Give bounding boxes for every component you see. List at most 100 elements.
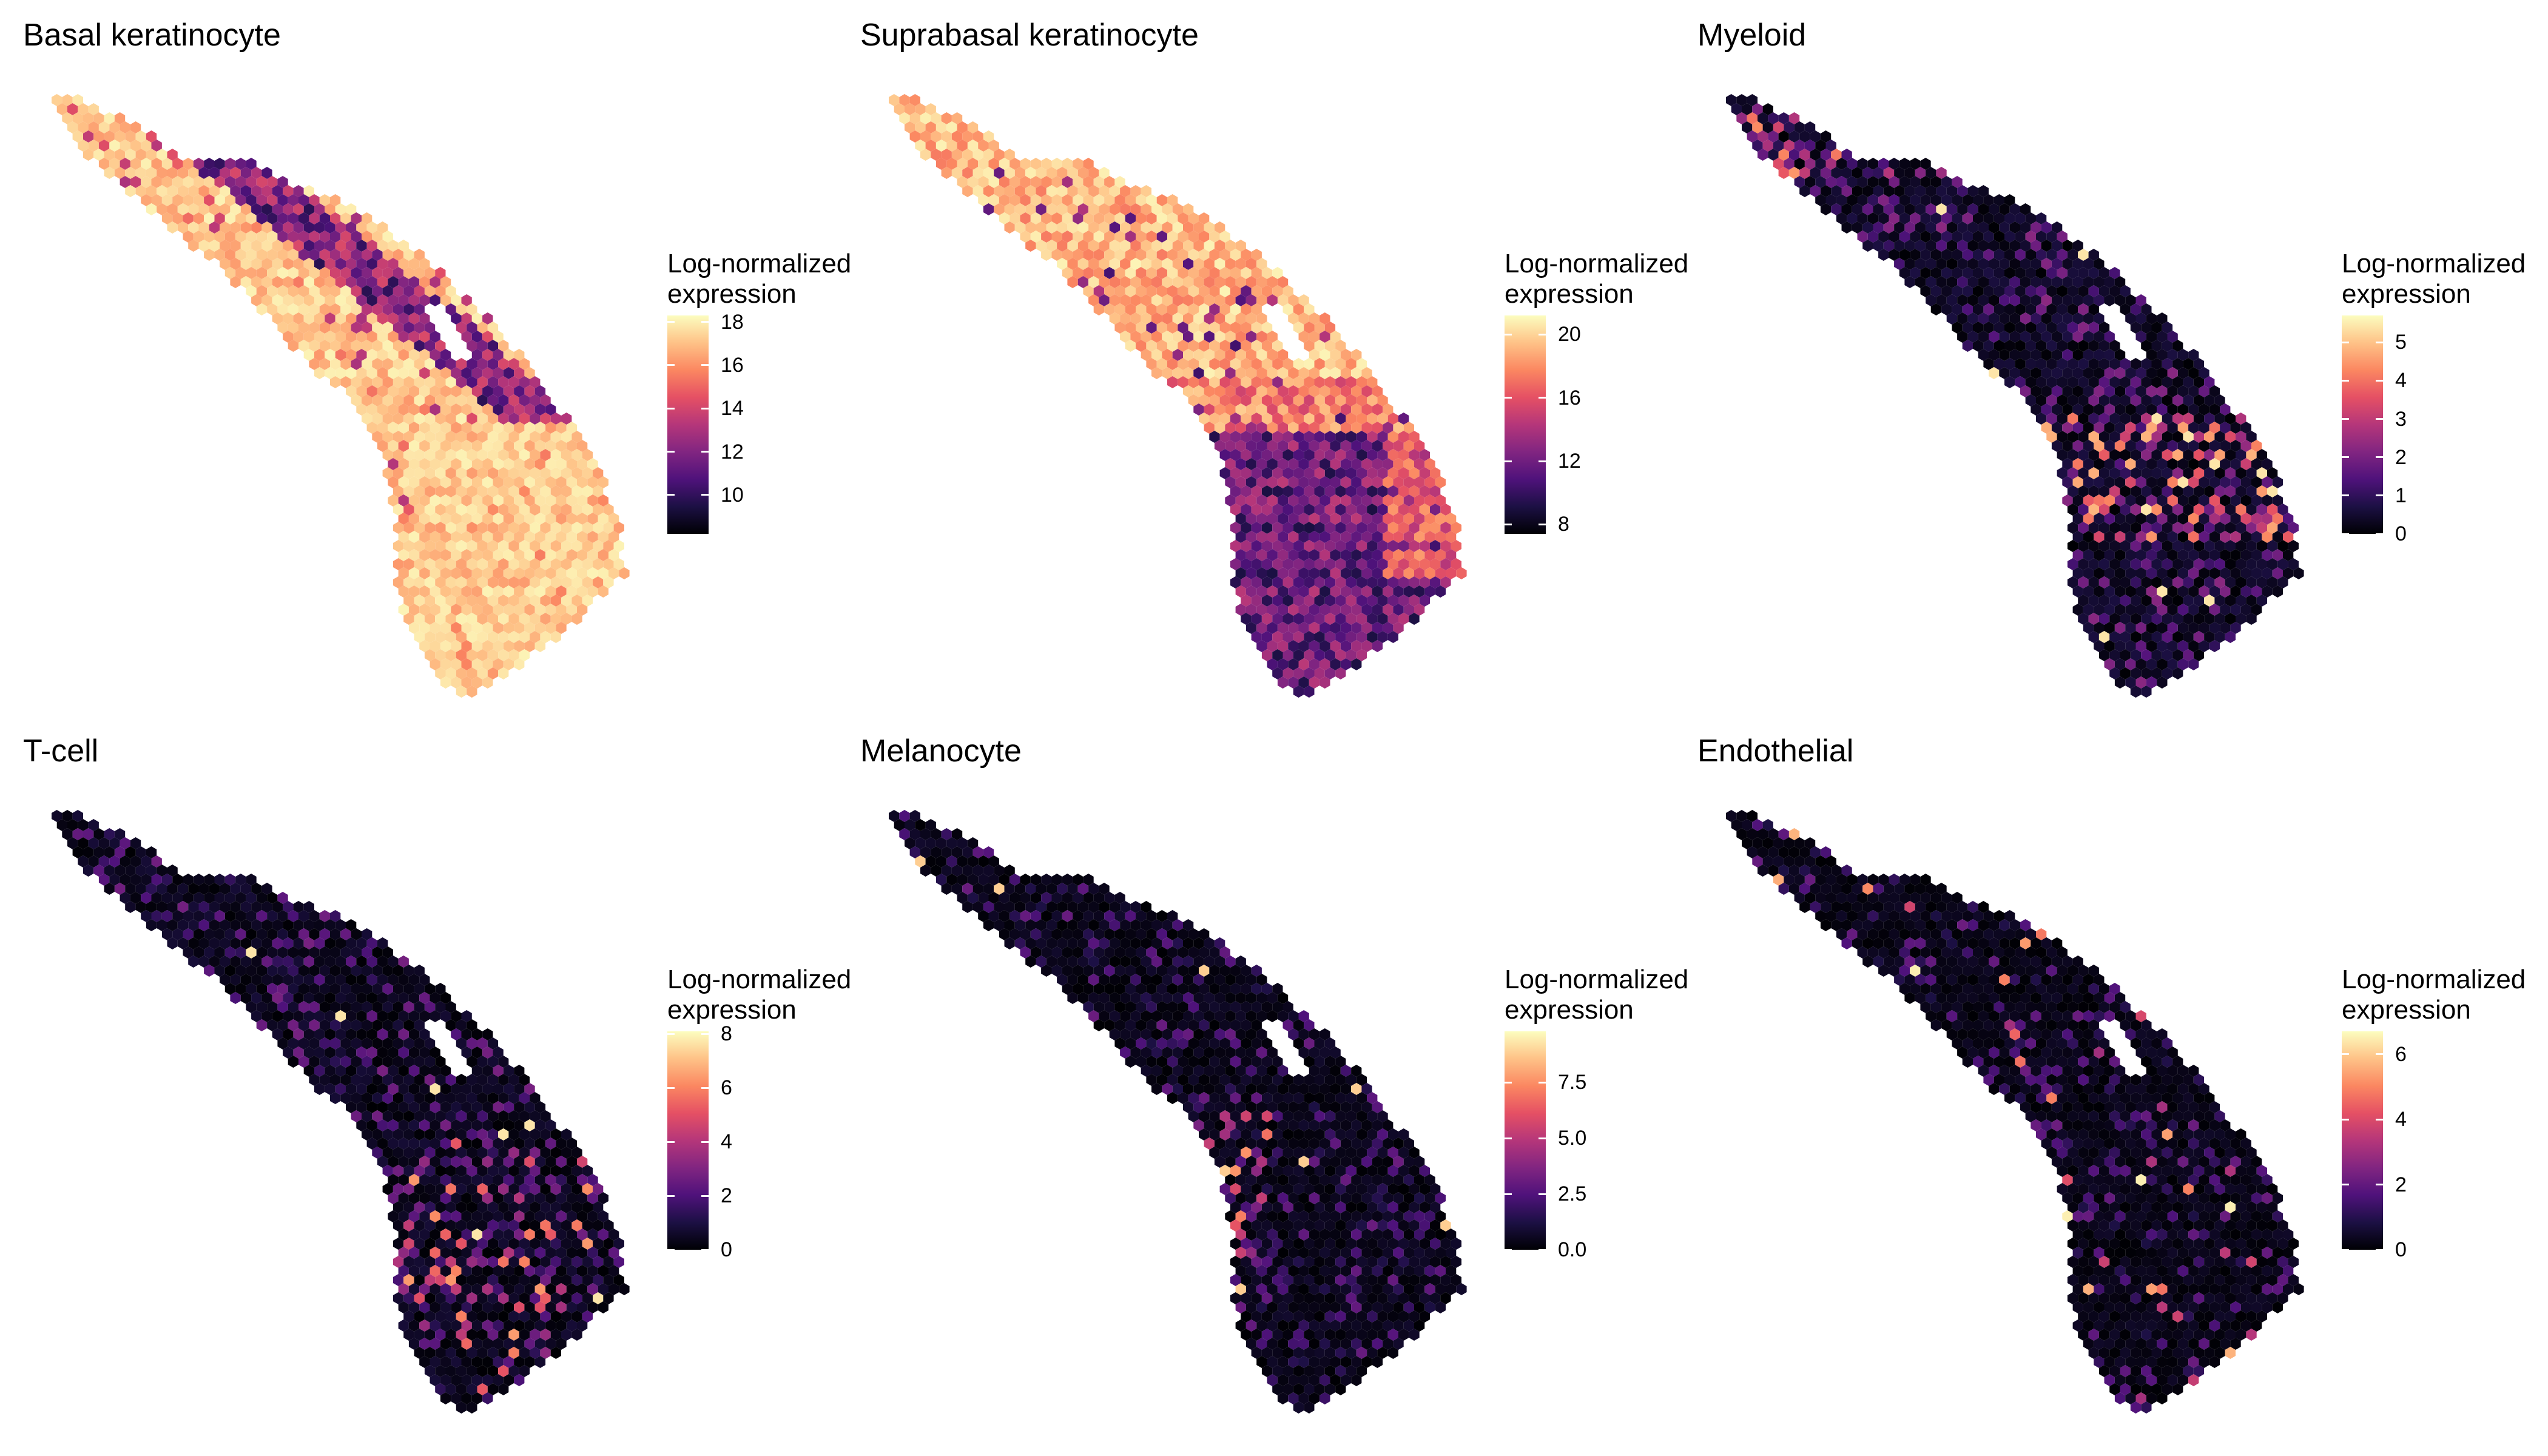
hex-spot (467, 394, 477, 406)
hex-spot (2183, 449, 2194, 461)
hex-spot (1272, 340, 1283, 352)
hex-spot (109, 140, 120, 152)
hex-spot (503, 1065, 514, 1077)
hex-spot (403, 413, 414, 425)
hex-spot (1377, 467, 1388, 479)
hex-spot (1241, 285, 1252, 297)
hex-spot (430, 1265, 440, 1277)
hex-spot (2046, 322, 2057, 334)
hex-spot (335, 937, 346, 949)
hex-spot (393, 413, 404, 425)
hex-spot (382, 431, 393, 443)
hex-spot (508, 467, 519, 479)
hex-spot (1088, 1010, 1099, 1022)
hex-spot (1367, 449, 1378, 461)
hex-spot (2146, 312, 2157, 325)
hex-spot (419, 276, 430, 288)
hex-spot (1267, 276, 1278, 288)
hex-spot (2256, 504, 2267, 516)
hex-spot (2020, 203, 2031, 215)
hex-spot (440, 1138, 451, 1150)
hex-spot (1393, 476, 1404, 488)
hex-spot (524, 494, 535, 507)
hex-spot (293, 937, 304, 949)
hex-spot (1209, 965, 1220, 977)
hex-spot (1225, 992, 1236, 1004)
hex-spot (534, 1283, 546, 1295)
hex-spot (1014, 901, 1026, 913)
hex-spot (1057, 167, 1068, 179)
hex-spot (382, 413, 393, 425)
hex-spot (1188, 322, 1199, 334)
hex-spot (366, 294, 377, 306)
hex-spot (1256, 403, 1267, 416)
hex-spot (503, 567, 514, 579)
hex-spot (351, 212, 362, 224)
hex-spot (319, 983, 330, 995)
hex-spot (1282, 522, 1293, 534)
hex-spot (587, 1301, 598, 1313)
hex-spot (461, 312, 472, 325)
hex-spot (603, 522, 614, 534)
hex-spot (2098, 431, 2110, 443)
hex-spot (2114, 440, 2126, 452)
hex-spot (393, 1037, 404, 1050)
hex-spot (1204, 276, 1215, 288)
hex-spot (598, 567, 608, 579)
hex-spot (240, 221, 252, 234)
hex-spot (1199, 231, 1210, 243)
hex-spot (2072, 440, 2083, 452)
hex-spot (2199, 440, 2209, 452)
hex-spot (1225, 494, 1236, 507)
hex-spot (314, 203, 325, 215)
hex-spot (2157, 312, 2168, 325)
hex-spot (2098, 504, 2110, 516)
hex-spot (1120, 185, 1131, 197)
hex-spot (303, 901, 314, 913)
hex-spot (2051, 422, 2063, 434)
hex-spot (283, 919, 294, 931)
hex-spot (1256, 531, 1267, 543)
hex-spot (571, 613, 582, 625)
hex-spot (451, 476, 462, 488)
hex-spot (467, 1201, 477, 1213)
hex-spot (1799, 167, 1810, 179)
hex-spot (440, 1010, 451, 1022)
hex-spot (461, 458, 472, 470)
hex-spot (2067, 467, 2078, 479)
hex-spot (1414, 494, 1425, 507)
hex-spot (2262, 549, 2273, 561)
hex-spot (408, 567, 420, 579)
hex-spot (2220, 531, 2231, 543)
hex-spot (2220, 604, 2231, 616)
hex-spot (340, 965, 351, 977)
hex-spot (2078, 613, 2089, 625)
hex-spot (346, 203, 357, 215)
hex-spot (424, 1347, 436, 1359)
hex-spot (277, 965, 288, 977)
hex-spot (1073, 928, 1084, 940)
hex-spot (388, 312, 399, 325)
hex-spot (1994, 249, 2004, 261)
hex-spot (1141, 1028, 1151, 1040)
hex-spot (1062, 946, 1073, 959)
hex-spot (2114, 385, 2126, 397)
hex-spot (2141, 649, 2152, 661)
hex-spot (972, 149, 983, 161)
hex-spot (1377, 540, 1388, 552)
hex-spot (2230, 422, 2241, 434)
hex-spot (2162, 649, 2173, 661)
hex-spot (566, 1320, 577, 1332)
hex-spot (2157, 403, 2168, 416)
hex-spot (1130, 937, 1141, 949)
hex-spot (346, 276, 357, 288)
hex-spot (1335, 595, 1346, 607)
hex-spot (566, 1138, 577, 1150)
hex-spot (2204, 576, 2215, 588)
hex-spot (524, 1174, 535, 1186)
hex-spot (1178, 358, 1188, 370)
hex-spot (935, 140, 947, 152)
hex-spot (587, 1210, 598, 1222)
hex-spot (2015, 285, 2026, 297)
